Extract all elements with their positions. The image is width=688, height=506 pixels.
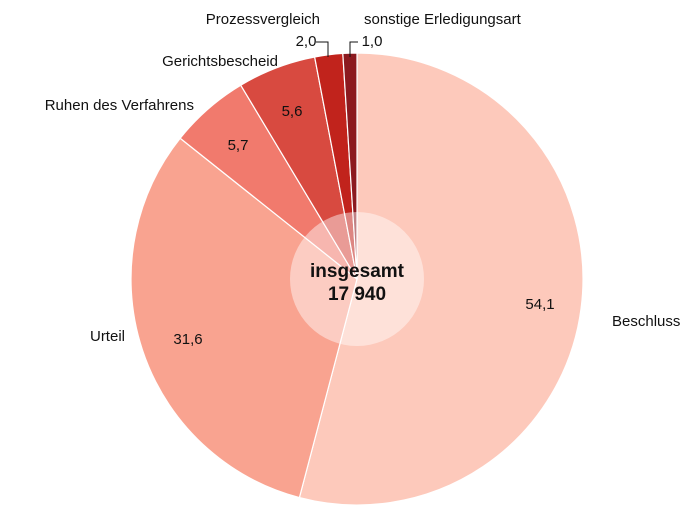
pie-slice [130,137,358,499]
center-title: insgesamt [310,261,405,282]
value-label: 5,7 [228,137,249,154]
center-disc [290,212,424,346]
value-label: 54,1 [525,296,554,313]
value-label: 1,0 [362,33,383,50]
value-label: 2,0 [296,33,317,50]
category-label: Beschluss [612,313,680,330]
category-label: sonstige Erledigungsart [364,11,522,28]
value-label: 31,6 [173,331,202,348]
leader-line [349,41,358,57]
category-label: Gerichtsbescheid [162,53,278,70]
category-label: Ruhen des Verfahrens [45,97,194,114]
center-total: 17 940 [328,284,386,305]
value-label: 5,6 [282,103,303,120]
category-label: Urteil [90,328,125,345]
leader-line [316,41,329,57]
slices [130,52,584,506]
pie-slice [298,52,584,506]
category-label: Prozessvergleich [206,11,320,28]
